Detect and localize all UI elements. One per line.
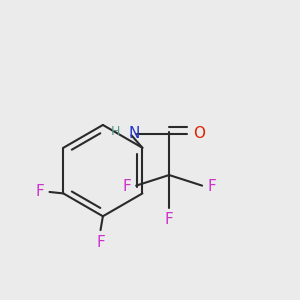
Text: F: F	[207, 179, 216, 194]
Text: N: N	[128, 126, 140, 141]
Text: F: F	[122, 179, 131, 194]
Text: F: F	[35, 184, 44, 200]
Text: O: O	[193, 126, 205, 141]
Text: H: H	[111, 125, 121, 138]
Text: F: F	[165, 212, 173, 227]
Text: F: F	[96, 236, 105, 250]
